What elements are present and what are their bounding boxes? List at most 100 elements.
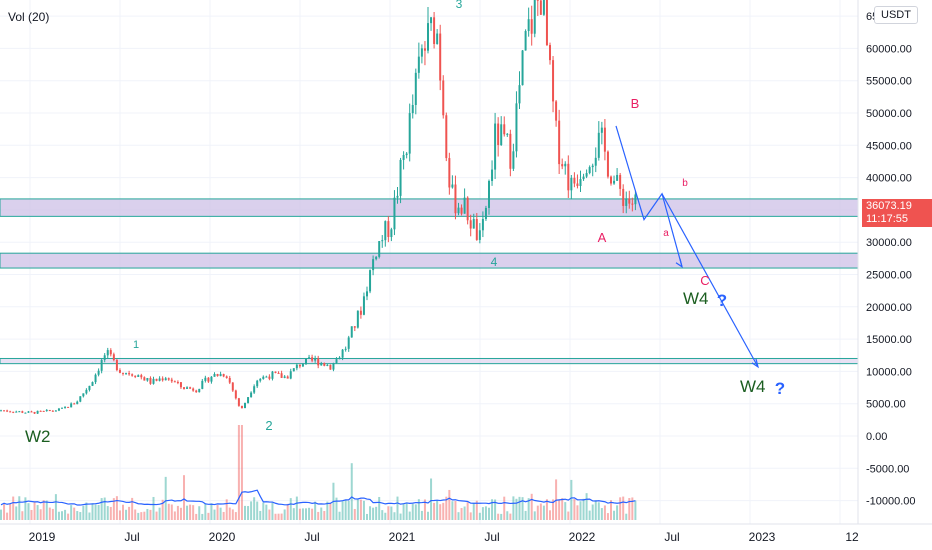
candle-body [488,180,490,208]
candle-body [195,390,198,393]
volume-bar [9,503,12,520]
volume-bar [613,510,616,520]
volume-bar [549,510,551,520]
volume-bar [539,503,542,520]
candle-body [57,408,60,411]
volume-bar [256,501,259,520]
y-tick-label: 50000.00 [866,108,912,120]
candle-body [265,376,268,378]
volume-bar [308,507,311,520]
volume-bar [622,496,625,520]
wave-label-W4-far: W4 [740,377,766,396]
candle-body [73,403,76,405]
candle-body [305,358,307,365]
y-tick-label: 55000.00 [866,76,912,88]
volume-bar [79,512,82,520]
volume-bar [451,501,454,520]
wave-label-2: 2 [265,418,272,433]
candle-body [253,386,256,393]
currency-badge[interactable]: USDT [874,6,918,24]
volume-bar [600,508,603,520]
candle-body [436,33,439,44]
volume-bar [48,507,51,520]
candle-body [274,371,277,373]
volume-bar [192,505,195,520]
volume-bar [433,502,436,520]
candle-body [283,376,286,378]
candle-body [18,411,21,413]
volume-bar [527,498,530,520]
volume-bar [305,508,307,520]
candle-body [228,377,231,383]
candle-body [210,376,213,382]
volume-bar [497,513,500,520]
volume-indicator-label[interactable]: Vol (20) [8,10,50,24]
candle-body [64,406,67,408]
volume-bar [402,503,405,520]
candle-body [91,382,94,386]
candle-body [295,364,298,369]
candle-body [186,387,189,389]
volume-bar [280,513,283,520]
volume-bar [189,504,192,520]
candle-body [567,163,570,191]
candle-body [606,151,609,177]
last-price-value: 36073.19 [866,200,912,212]
candle-body [320,362,323,366]
resistance-zone-upper [0,198,859,217]
candle-body [375,256,378,260]
wave-label-C: C [700,273,709,288]
candle-body [530,19,533,34]
candle-body [244,402,246,409]
volume-bar [289,498,292,520]
volume-bar [350,463,353,520]
candle-body [570,177,573,191]
volume-bar [384,512,387,520]
volume-bar [387,506,390,520]
volume-bar [329,503,332,520]
candle-body [192,388,195,391]
candle-body [387,221,390,238]
wave-label-A: A [598,230,607,245]
volume-bar [231,509,234,520]
candle-body [442,80,445,116]
candle-body [347,337,350,349]
volume-bar [210,503,213,520]
candle-body [176,381,179,383]
candle-body [362,296,365,315]
volume-bar [561,498,564,520]
volume-bar [323,510,326,520]
volume-bar [146,508,149,520]
volume-bar [134,509,137,520]
candle-body [30,411,33,413]
volume-bar [265,504,268,520]
candle-body [457,207,460,214]
volume-bar [414,504,417,520]
candle-body [497,123,500,146]
y-tick-label: 25000.00 [866,270,912,282]
candle-body [112,354,115,360]
candle-body [491,169,494,181]
candle-body [344,348,347,350]
volume-bar [115,496,118,520]
volume-bar [64,509,67,520]
candle-body [372,259,375,271]
volume-bar [344,500,347,520]
candle-body [61,407,63,409]
volume-bar [253,497,256,520]
candle-body [561,164,564,167]
candle-body [183,387,185,389]
volume-bar [478,512,481,520]
volume-bar [88,512,91,520]
candle-body [369,270,372,292]
volume-bar [564,502,567,520]
volume-bar [484,506,487,520]
candle-body [524,31,527,51]
candle-body [225,376,228,378]
candle-body [149,378,152,384]
candle-body [515,103,518,152]
candle-body [33,411,36,414]
candle-body [628,198,631,204]
candle-body [0,410,2,412]
